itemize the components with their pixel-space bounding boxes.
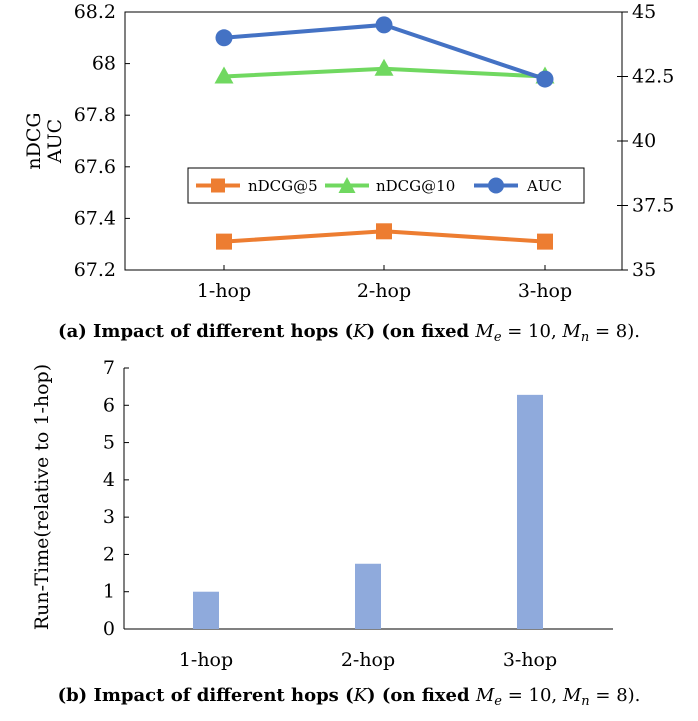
series-point-circle <box>215 29 233 47</box>
chart-b-x-tick-label: 3-hop <box>503 649 557 671</box>
legend-ndcg5-marker <box>211 178 225 193</box>
series-point-circle <box>536 70 554 88</box>
chart-a-left-tick-label: 68.2 <box>74 1 116 23</box>
chart-b-y-tick-label: 3 <box>103 506 115 528</box>
chart-a-left-tick-label: 67.8 <box>74 104 116 126</box>
chart-b-x-tick-label: 2-hop <box>341 649 395 671</box>
chart-b: 0 1 2 3 4 5 6 7 1-hop 2-hop 3-hop Run-Time(relati… <box>31 357 640 709</box>
chart-b-x-axis: 1-hop 2-hop 3-hop <box>179 624 557 671</box>
chart-a-ylabel-auc: AUC <box>44 119 66 164</box>
series-point-square <box>216 233 232 250</box>
chart-b-y-tick-label: 2 <box>103 543 115 565</box>
chart-b-caption: (b) Impact of different hops (K) (on fix… <box>58 685 641 709</box>
chart-a-left-tick-label: 68 <box>92 53 116 75</box>
chart-b-y-tick-label: 4 <box>103 469 115 491</box>
series-point-square <box>537 233 553 250</box>
chart-a-x-tick-label: 3-hop <box>518 280 572 302</box>
chart-a-right-tick-label: 40 <box>632 130 656 152</box>
series-point-triangle <box>214 66 234 84</box>
chart-b-y-tick-label: 7 <box>103 357 115 379</box>
bar-3-hop <box>517 394 543 629</box>
chart-b-y-tick-label: 6 <box>103 394 115 416</box>
chart-a-right-tick-label: 45 <box>632 1 656 23</box>
legend-ndcg10-marker <box>338 177 356 193</box>
series-point-square <box>376 223 392 240</box>
chart-a-left-axis: 67.2 67.4 67.6 67.8 68 68.2 <box>74 1 130 281</box>
chart-a-left-tick-label: 67.2 <box>74 259 116 281</box>
chart-a-right-tick-label: 42.5 <box>632 66 674 88</box>
chart-a: 67.2 67.4 67.6 67.8 68 68.2 35 37.5 40 42.5 45 1-… <box>23 1 674 345</box>
legend-ndcg10-label: nDCG@10 <box>376 177 455 195</box>
chart-a-right-axis: 35 37.5 40 42.5 45 <box>617 1 674 281</box>
chart-a-x-tick-label: 1-hop <box>197 280 251 302</box>
chart-b-x-tick-label: 1-hop <box>179 649 233 671</box>
chart-a-x-axis: 1-hop 2-hop 3-hop <box>197 265 572 302</box>
chart-a-x-tick-label: 2-hop <box>357 280 411 302</box>
chart-a-right-tick-label: 37.5 <box>632 195 674 217</box>
series-point-circle <box>375 16 393 34</box>
bar-1-hop <box>193 591 219 629</box>
chart-a-series <box>214 16 555 250</box>
legend-ndcg5-label: nDCG@5 <box>248 177 318 195</box>
chart-b-y-tick-label: 5 <box>103 432 115 454</box>
chart-a-caption: (a) Impact of different hops (K) (on fix… <box>58 321 640 345</box>
chart-b-ylabel: Run-Time(relative to 1-hop) <box>31 364 53 630</box>
chart-b-y-axis: 0 1 2 3 4 5 6 7 <box>103 357 129 640</box>
chart-a-left-tick-label: 67.4 <box>74 207 116 229</box>
chart-b-bars <box>193 394 543 629</box>
chart-b-y-tick-label: 1 <box>103 581 115 603</box>
chart-a-legend: nDCG@5 nDCG@10 AUC <box>187 167 585 204</box>
chart-a-right-tick-label: 35 <box>632 259 656 281</box>
legend-auc-label: AUC <box>526 177 562 195</box>
chart-b-y-tick-label: 0 <box>103 618 115 640</box>
legend-auc-marker <box>488 177 504 194</box>
chart-a-ylabel-ndcg: nDCG <box>23 112 45 169</box>
bar-2-hop <box>355 563 381 629</box>
series-point-triangle <box>374 58 394 76</box>
chart-a-left-tick-label: 67.6 <box>74 156 116 178</box>
